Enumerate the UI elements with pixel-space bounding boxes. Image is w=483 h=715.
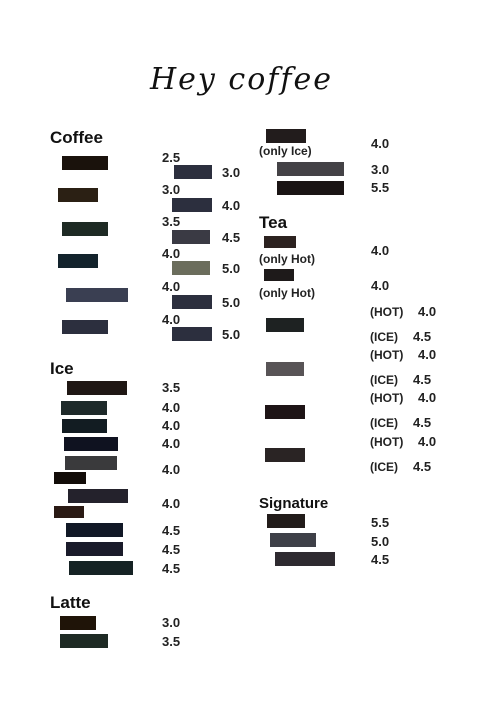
ice-label: (ICE): [370, 460, 398, 474]
tea-price: 4.0: [371, 278, 390, 293]
coffee-extra-price: 5.0: [222, 261, 241, 276]
item-name-redacted: [172, 295, 212, 309]
tea-price: 4.0: [371, 243, 390, 258]
item-name-redacted: [69, 561, 133, 575]
item-name-redacted: [264, 236, 296, 248]
ice-price: 4.0: [162, 496, 181, 511]
item-name-redacted: [275, 552, 335, 566]
item-name-redacted: [265, 405, 305, 419]
coffee-extra-price: 5.0: [222, 327, 241, 342]
coffee-extra-price: 3.0: [222, 165, 241, 180]
coffee-price: 4.0: [162, 246, 181, 261]
latte-price: 3.0: [162, 615, 181, 630]
section-heading-ice: Ice: [50, 359, 74, 378]
top-right-price: 5.5: [371, 180, 390, 195]
item-name-redacted: [54, 506, 84, 518]
item-name-redacted: [277, 162, 344, 176]
item-name-redacted: [62, 419, 107, 433]
section-heading-tea: Tea: [259, 213, 288, 232]
item-name-redacted: [58, 254, 98, 268]
item-name-redacted: [264, 269, 294, 281]
item-name-redacted: [172, 327, 212, 341]
only-ice-note: (only Ice): [259, 144, 312, 158]
item-name-redacted: [60, 634, 108, 648]
tea-hot-price: 4.0: [418, 304, 437, 319]
coffee-price: 3.5: [162, 214, 181, 229]
item-name-redacted: [266, 362, 304, 376]
tea-hot-price: 4.0: [418, 390, 437, 405]
tea-hot-price: 4.0: [418, 434, 437, 449]
item-name-redacted: [66, 542, 123, 556]
only-hot-note: (only Hot): [259, 286, 315, 300]
latte-price: 3.5: [162, 634, 181, 649]
item-name-redacted: [172, 230, 210, 244]
item-name-redacted: [62, 222, 108, 236]
ice-price: 4.0: [162, 436, 181, 451]
item-name-redacted: [277, 181, 344, 195]
only-hot-note: (only Hot): [259, 252, 315, 266]
tea-ice-price: 4.5: [413, 415, 432, 430]
ice-label: (ICE): [370, 416, 398, 430]
ice-price: 3.5: [162, 380, 181, 395]
hot-label: (HOT): [370, 348, 404, 362]
top-right-price: 3.0: [371, 162, 390, 177]
tea-ice-price: 4.5: [413, 459, 432, 474]
coffee-extra-price: 4.0: [222, 198, 241, 213]
hot-label: (HOT): [370, 435, 404, 449]
item-name-redacted: [270, 533, 316, 547]
signature-price: 4.5: [371, 552, 390, 567]
item-name-redacted: [61, 401, 107, 415]
item-name-redacted: [60, 616, 96, 630]
section-heading-signature: Signature: [259, 495, 329, 512]
coffee-price: 3.0: [162, 182, 181, 197]
item-name-redacted: [174, 165, 212, 179]
item-name-redacted: [62, 320, 108, 334]
section-heading-latte: Latte: [50, 593, 91, 612]
signature-price: 5.5: [371, 515, 390, 530]
signature-price: 5.0: [371, 534, 390, 549]
item-name-redacted: [172, 261, 210, 275]
ice-price: 4.5: [162, 542, 181, 557]
item-name-redacted: [68, 489, 128, 503]
item-name-redacted: [66, 523, 123, 537]
item-name-redacted: [67, 381, 127, 395]
top-right-price: 4.0: [371, 136, 390, 151]
ice-price: 4.5: [162, 561, 181, 576]
tea-hot-price: 4.0: [418, 347, 437, 362]
coffee-price: 2.5: [162, 150, 181, 165]
ice-price: 4.5: [162, 523, 181, 538]
item-name-redacted: [66, 288, 128, 302]
ice-price: 4.0: [162, 400, 181, 415]
menu-title: Hey coffee: [150, 62, 333, 97]
item-name-redacted: [172, 198, 212, 212]
item-name-redacted: [266, 318, 304, 332]
coffee-price: 4.0: [162, 312, 181, 327]
hot-label: (HOT): [370, 305, 404, 319]
item-name-redacted: [58, 188, 98, 202]
item-name-redacted: [266, 129, 306, 143]
section-heading-coffee: Coffee: [50, 128, 103, 147]
coffee-extra-price: 5.0: [222, 295, 241, 310]
coffee-price: 4.0: [162, 279, 181, 294]
ice-price: 4.0: [162, 418, 181, 433]
ice-label: (ICE): [370, 373, 398, 387]
ice-price: 4.0: [162, 462, 181, 477]
item-name-redacted: [265, 448, 305, 462]
coffee-extra-price: 4.5: [222, 230, 241, 245]
tea-ice-price: 4.5: [413, 372, 432, 387]
item-name-redacted: [64, 437, 118, 451]
item-name-redacted: [62, 156, 108, 170]
tea-ice-price: 4.5: [413, 329, 432, 344]
item-name-redacted: [267, 514, 305, 528]
item-name-redacted: [54, 472, 86, 484]
hot-label: (HOT): [370, 391, 404, 405]
item-name-redacted: [65, 456, 117, 470]
ice-label: (ICE): [370, 330, 398, 344]
